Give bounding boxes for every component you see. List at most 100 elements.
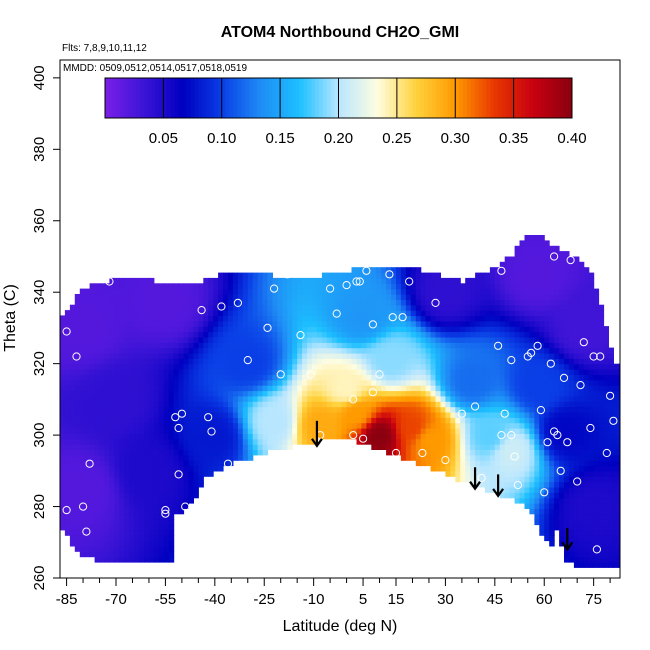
- heat-cell: [232, 449, 239, 456]
- heat-cell: [583, 390, 590, 397]
- heat-cell: [326, 320, 333, 327]
- heat-cell: [455, 358, 461, 365]
- heat-cell: [79, 476, 86, 483]
- heat-cell: [326, 342, 333, 349]
- heat-cell: [435, 272, 441, 279]
- heat-cell: [559, 304, 565, 311]
- heat-cell: [134, 476, 140, 483]
- heat-cell: [361, 385, 367, 392]
- heat-cell: [470, 454, 476, 461]
- heat-cell: [559, 519, 565, 526]
- heat-cell: [148, 465, 155, 472]
- heat-cell: [618, 385, 620, 392]
- heat-cell: [129, 277, 135, 284]
- heat-cell: [168, 401, 175, 408]
- heat-cell: [148, 497, 155, 504]
- heat-cell: [435, 304, 441, 311]
- heat-cell: [573, 395, 580, 402]
- heat-cell: [163, 497, 170, 504]
- heat-cell: [524, 486, 530, 493]
- heat-cell: [84, 508, 91, 515]
- heat-cell: [79, 374, 86, 381]
- data-point: [592, 545, 602, 554]
- heat-cell: [74, 444, 81, 450]
- heat-cell: [450, 320, 456, 327]
- heat-cell: [400, 363, 407, 370]
- heat-cell: [564, 513, 570, 520]
- heat-cell: [282, 422, 288, 429]
- heat-cell: [134, 358, 140, 365]
- colorbar-segment: [428, 78, 433, 118]
- heat-cell: [287, 363, 293, 370]
- heat-cell: [247, 331, 254, 338]
- heat-cell: [79, 352, 86, 359]
- heat-cell: [460, 470, 466, 477]
- heat-cell: [573, 513, 580, 520]
- heat-cell: [489, 310, 496, 317]
- heat-cell: [119, 540, 125, 547]
- heat-cell: [519, 336, 525, 343]
- heat-cell: [232, 331, 239, 338]
- heat-cell: [158, 352, 165, 359]
- heat-cell: [277, 358, 283, 365]
- heat-cell: [455, 444, 461, 450]
- heat-cell: [564, 401, 570, 408]
- heat-cell: [618, 486, 620, 493]
- heat-cell: [173, 294, 180, 300]
- data-point: [405, 277, 414, 286]
- heat-cell: [351, 406, 357, 413]
- heat-cell: [371, 401, 377, 408]
- heat-cell: [148, 508, 155, 515]
- heat-cell: [109, 503, 115, 509]
- heat-cell: [228, 395, 234, 402]
- heat-cell: [356, 401, 362, 408]
- heat-cell: [376, 267, 382, 274]
- heat-cell: [163, 551, 170, 558]
- heat-cell: [99, 352, 105, 359]
- heat-cell: [79, 519, 86, 526]
- heat-cell: [64, 428, 71, 434]
- heat-cell: [242, 310, 249, 317]
- heat-cell: [109, 294, 115, 300]
- heat-cell: [64, 406, 71, 413]
- heat-cell: [524, 256, 530, 263]
- heat-cell: [549, 315, 555, 322]
- heat-cell: [489, 352, 496, 359]
- heat-cell: [257, 358, 264, 365]
- heat-cell: [104, 513, 110, 520]
- heat-cell: [134, 288, 140, 295]
- heat-cell: [366, 267, 372, 274]
- heat-cell: [455, 283, 461, 290]
- heat-cell: [475, 331, 481, 338]
- heat-cell: [282, 401, 288, 408]
- heat-cell: [568, 336, 575, 343]
- heat-cell: [198, 433, 204, 440]
- heat-cell: [228, 454, 234, 461]
- heat-cell: [267, 369, 273, 375]
- heat-cell: [277, 411, 283, 418]
- heat-cell: [465, 310, 471, 317]
- heat-cell: [312, 336, 318, 343]
- heat-cell: [153, 288, 160, 295]
- colorbar-segment: [210, 78, 215, 118]
- heat-cell: [292, 433, 298, 440]
- heat-cell: [242, 342, 249, 349]
- colorbar-segment: [373, 78, 378, 118]
- heat-cell: [415, 310, 422, 317]
- heat-cell: [223, 433, 229, 440]
- colorbar-segment: [303, 78, 308, 118]
- heat-cell: [583, 294, 590, 300]
- heat-cell: [148, 428, 155, 434]
- heat-cell: [252, 428, 259, 434]
- heat-cell: [341, 352, 348, 359]
- heat-cell: [193, 294, 199, 300]
- heat-cell: [598, 347, 605, 354]
- heat-cell: [242, 438, 249, 445]
- heat-cell: [529, 299, 535, 306]
- observation-points: [62, 252, 618, 554]
- heat-cell: [114, 390, 120, 397]
- heat-cell: [178, 310, 185, 317]
- heat-cell: [445, 358, 451, 365]
- heat-cell: [514, 245, 521, 252]
- heat-cell: [440, 315, 446, 322]
